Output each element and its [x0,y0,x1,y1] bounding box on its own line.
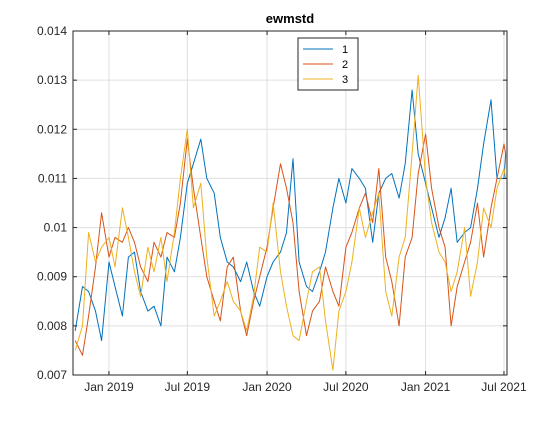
x-tick-label: Jan 2019 [84,380,134,394]
x-tick-labels: Jan 2019 Jul 2019 Jan 2020 Jul 2020 Jan 2021… [84,380,527,394]
x-tick-label: Jul 2020 [323,380,369,394]
legend-label-2: 2 [342,59,348,71]
y-tick-label: 0.013 [37,73,67,87]
y-tick-labels: 0.007 0.008 0.009 0.01 0.011 0.012 0.013 0.014 [37,24,67,382]
x-tick-label: Jan 2021 [401,380,451,394]
legend-label-1: 1 [342,44,348,56]
legend-label-3: 3 [342,74,348,86]
y-tick-label: 0.007 [37,368,67,382]
y-tick-label: 0.011 [38,171,67,185]
x-tick-label: Jul 2019 [165,380,211,394]
legend[interactable]: 1 2 3 [298,38,358,90]
y-tick-label: 0.008 [37,319,67,333]
y-tick-label: 0.014 [37,24,67,38]
x-tick-label: Jul 2021 [481,380,527,394]
chart-title: ewmstd [266,11,314,26]
y-tick-label: 0.009 [37,270,67,284]
x-tick-label: Jan 2020 [242,380,292,394]
y-tick-label: 0.012 [37,122,67,136]
y-tick-label: 0.01 [44,221,68,235]
